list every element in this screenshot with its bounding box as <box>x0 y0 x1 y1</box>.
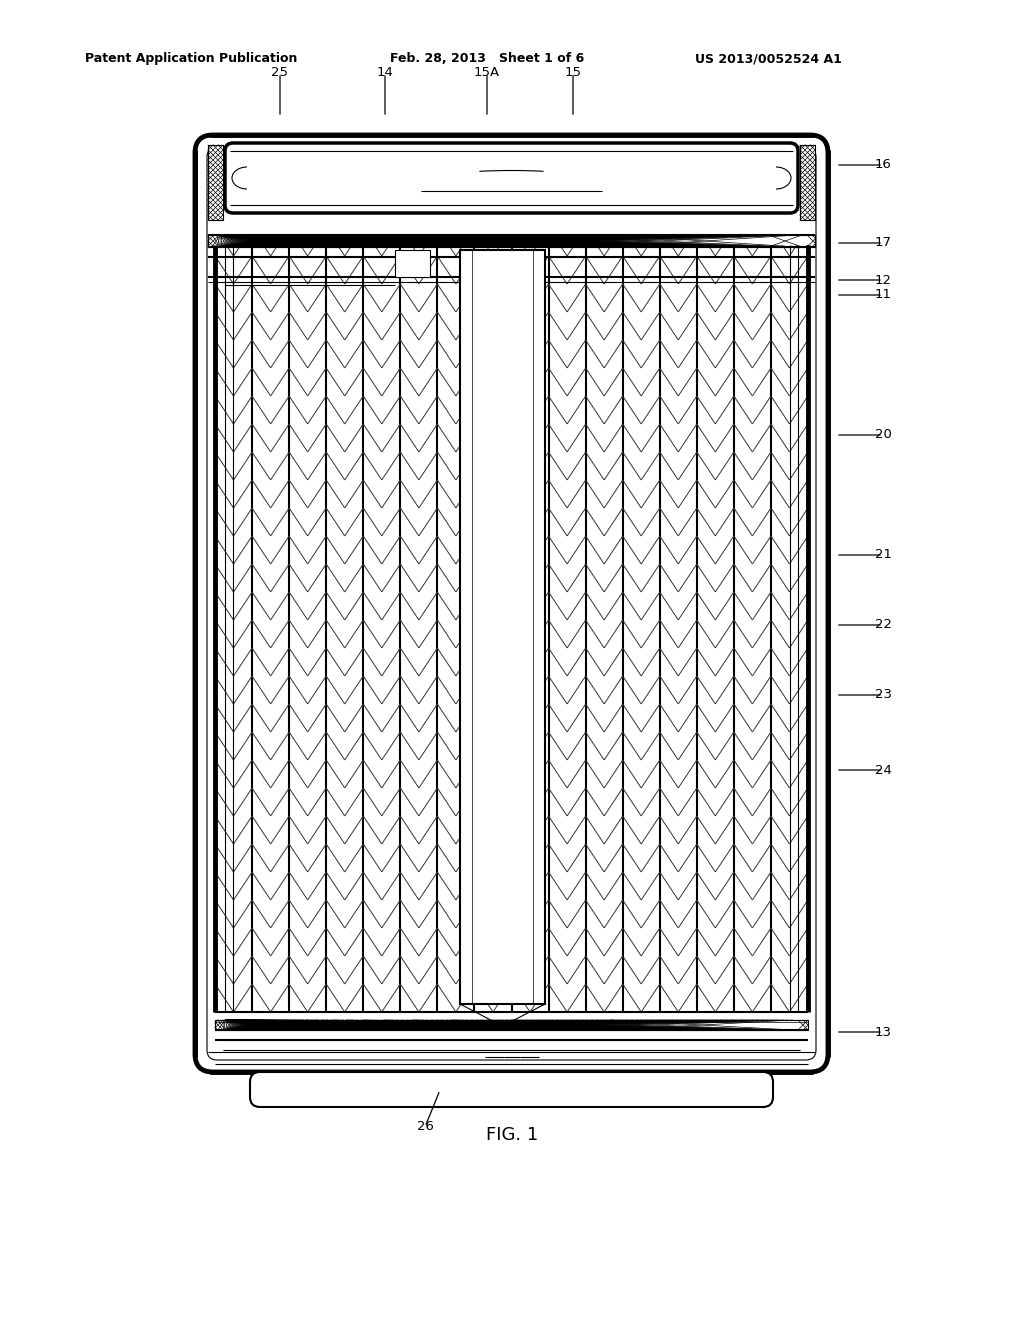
Text: Patent Application Publication: Patent Application Publication <box>85 51 297 65</box>
Text: 26: 26 <box>417 1121 433 1134</box>
Polygon shape <box>460 249 545 1005</box>
Text: 17: 17 <box>874 236 892 249</box>
Text: 15A: 15A <box>474 66 500 79</box>
Text: 16: 16 <box>874 158 892 172</box>
Text: Feb. 28, 2013   Sheet 1 of 6: Feb. 28, 2013 Sheet 1 of 6 <box>390 51 585 65</box>
FancyBboxPatch shape <box>195 135 828 1072</box>
Text: 12: 12 <box>874 273 892 286</box>
Text: 11: 11 <box>874 289 892 301</box>
FancyBboxPatch shape <box>250 1072 773 1107</box>
Text: 22: 22 <box>874 619 892 631</box>
Text: US 2013/0052524 A1: US 2013/0052524 A1 <box>695 51 842 65</box>
Polygon shape <box>208 235 815 247</box>
Text: 21: 21 <box>874 549 892 561</box>
Polygon shape <box>215 246 808 1012</box>
Text: 13: 13 <box>874 1026 892 1039</box>
Polygon shape <box>208 145 223 220</box>
Polygon shape <box>800 145 815 220</box>
Text: 14: 14 <box>377 66 393 79</box>
FancyBboxPatch shape <box>207 147 816 1060</box>
Text: 23: 23 <box>874 689 892 701</box>
Text: 20: 20 <box>874 429 892 441</box>
FancyBboxPatch shape <box>225 143 798 213</box>
Text: FIG. 1: FIG. 1 <box>485 1126 539 1144</box>
Text: 24: 24 <box>874 763 892 776</box>
Polygon shape <box>395 249 430 277</box>
Text: 25: 25 <box>271 66 289 79</box>
Text: 15: 15 <box>564 66 582 79</box>
Polygon shape <box>215 1020 808 1030</box>
